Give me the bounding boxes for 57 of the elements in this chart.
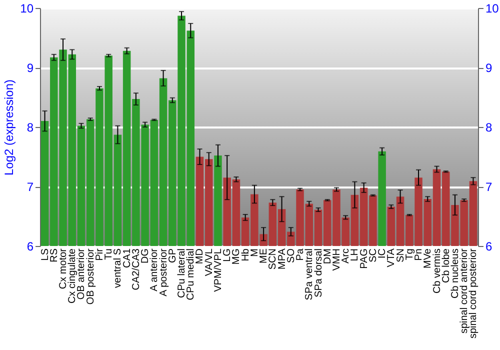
x-tick-label: A anterior	[149, 248, 160, 292]
x-tick-label: SCN	[268, 248, 279, 270]
x-tick-label: Pn	[414, 248, 425, 261]
y-tick-label: 8	[26, 120, 34, 134]
x-tick-label: Pa	[295, 248, 306, 261]
x-tick-label: Tu	[104, 248, 115, 260]
x-tick-label: Tg	[404, 248, 416, 260]
x-tick-label: spinal cord posterior	[468, 248, 480, 339]
x-tick-label: OB anterior	[76, 248, 88, 300]
x-tick-label: CPu medial	[186, 248, 197, 300]
x-tick-label: LH	[350, 248, 361, 262]
x-tick-label: ME	[258, 248, 270, 264]
x-tick-label: LG	[222, 248, 234, 262]
x-tick-label: MPA	[276, 248, 288, 270]
y-axis-title: Log2 (expression)	[2, 79, 16, 176]
x-tick-label: Hb	[240, 248, 252, 262]
x-tick-label: CA2/CA3	[130, 248, 142, 290]
x-tick-label: Pir	[94, 248, 106, 261]
x-tick-label: PAG	[358, 248, 370, 269]
x-tick-label: MD	[194, 248, 206, 264]
x-tick-label: SPa ventral	[304, 248, 316, 300]
x-tick-label: VA/VL	[204, 248, 215, 276]
x-tick-label: SC	[368, 248, 379, 262]
x-tick-label: Cb vermis	[432, 248, 443, 294]
x-tick-label: SPa dorsal	[313, 248, 324, 298]
x-tick-label: VMH	[331, 248, 342, 271]
x-tick-label: Cb nucleus	[450, 248, 461, 299]
x-tick-label: DG	[140, 248, 152, 264]
x-tick-label: MG	[231, 248, 242, 265]
x-tick-label: LS	[40, 248, 51, 261]
x-tick-label: Cx cingulate	[67, 248, 78, 304]
y2-tick-label: 10	[486, 2, 500, 16]
x-tick-label: RS	[48, 248, 60, 262]
y2-tick-label: 7	[486, 180, 492, 194]
x-tick-label: ventral S	[112, 248, 124, 288]
x-tick-label: VTA	[386, 248, 398, 268]
x-tick-label: M	[249, 248, 260, 257]
y-tick-label: 10	[20, 2, 34, 16]
x-tick-label: Arc	[340, 248, 352, 264]
x-tick-label: DM	[322, 248, 334, 264]
x-tick-label: Cb lobe	[440, 248, 452, 283]
x-tick-label: spinal cord anterior	[459, 248, 470, 334]
x-tick-label: GP	[167, 248, 178, 263]
x-tick-label: IC	[377, 248, 388, 258]
x-tick-label: A posterior	[158, 248, 170, 296]
y2-tick-label: 9	[486, 61, 492, 75]
x-tick-label: OB posterior	[85, 248, 96, 305]
y-tick-label: 9	[26, 61, 34, 75]
x-tick-label: SO	[286, 248, 297, 263]
y-tick-label: 6	[26, 240, 34, 254]
x-tick-label: MVe	[422, 248, 434, 269]
y2-tick-label: 6	[486, 240, 492, 254]
x-tick-label: SN	[395, 248, 406, 262]
x-tick-label: CA1	[122, 248, 133, 268]
x-tick-label: VPM/VPL	[212, 248, 224, 292]
y-tick-label: 7	[26, 180, 34, 194]
y2-tick-label: 8	[486, 120, 492, 134]
